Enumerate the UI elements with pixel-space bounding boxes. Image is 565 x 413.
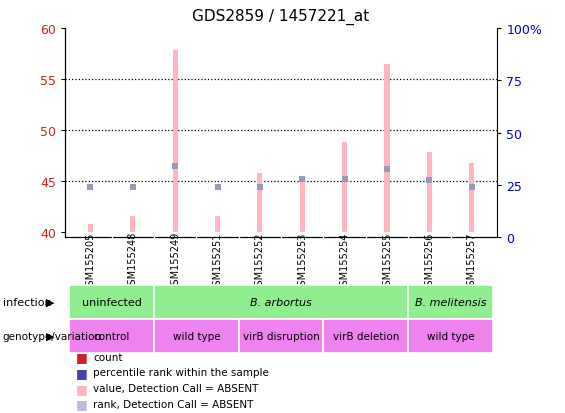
Text: ■: ■: [76, 350, 88, 363]
Bar: [470, 163, 475, 233]
Text: ■: ■: [76, 382, 88, 395]
Text: wild type: wild type: [172, 331, 220, 341]
Text: ▶: ▶: [45, 331, 54, 341]
Text: count: count: [93, 352, 123, 362]
Text: ■: ■: [76, 366, 88, 379]
Bar: [408, 285, 493, 319]
Bar: [69, 319, 154, 353]
Bar: [154, 319, 238, 353]
Text: genotype/variation: genotype/variation: [3, 331, 102, 341]
Text: GSM155253: GSM155253: [297, 232, 307, 291]
Text: wild type: wild type: [427, 331, 475, 341]
Bar: [69, 285, 154, 319]
Bar: [173, 51, 178, 233]
Text: control: control: [93, 331, 130, 341]
Text: virB deletion: virB deletion: [333, 331, 399, 341]
Text: GSM155254: GSM155254: [340, 232, 350, 291]
Bar: [88, 224, 93, 233]
Text: GSM155256: GSM155256: [424, 232, 434, 291]
Text: rank, Detection Call = ABSENT: rank, Detection Call = ABSENT: [93, 399, 254, 409]
Bar: [384, 64, 389, 233]
Bar: [342, 143, 347, 233]
Text: ■: ■: [76, 397, 88, 411]
Bar: [408, 319, 493, 353]
Text: GSM155248: GSM155248: [128, 232, 138, 291]
Text: percentile rank within the sample: percentile rank within the sample: [93, 368, 269, 377]
Text: GSM155257: GSM155257: [467, 232, 477, 291]
Text: value, Detection Call = ABSENT: value, Detection Call = ABSENT: [93, 383, 259, 393]
Text: GSM155252: GSM155252: [255, 232, 265, 291]
Text: ▶: ▶: [45, 297, 54, 307]
Bar: [258, 173, 263, 233]
Bar: [131, 216, 136, 233]
Title: GDS2859 / 1457221_at: GDS2859 / 1457221_at: [193, 9, 370, 25]
Bar: [238, 319, 323, 353]
Text: virB disruption: virB disruption: [243, 331, 319, 341]
Text: B. arbortus: B. arbortus: [250, 297, 312, 307]
Text: GSM155205: GSM155205: [85, 232, 95, 291]
Bar: [154, 285, 408, 319]
Text: GSM155255: GSM155255: [382, 232, 392, 291]
Text: GSM155251: GSM155251: [212, 232, 223, 291]
Text: B. melitensis: B. melitensis: [415, 297, 486, 307]
Bar: [215, 216, 220, 233]
Bar: [323, 319, 408, 353]
Text: GSM155249: GSM155249: [170, 232, 180, 291]
Bar: [427, 153, 432, 233]
Text: uninfected: uninfected: [82, 297, 141, 307]
Bar: [299, 176, 305, 233]
Text: infection: infection: [3, 297, 51, 307]
